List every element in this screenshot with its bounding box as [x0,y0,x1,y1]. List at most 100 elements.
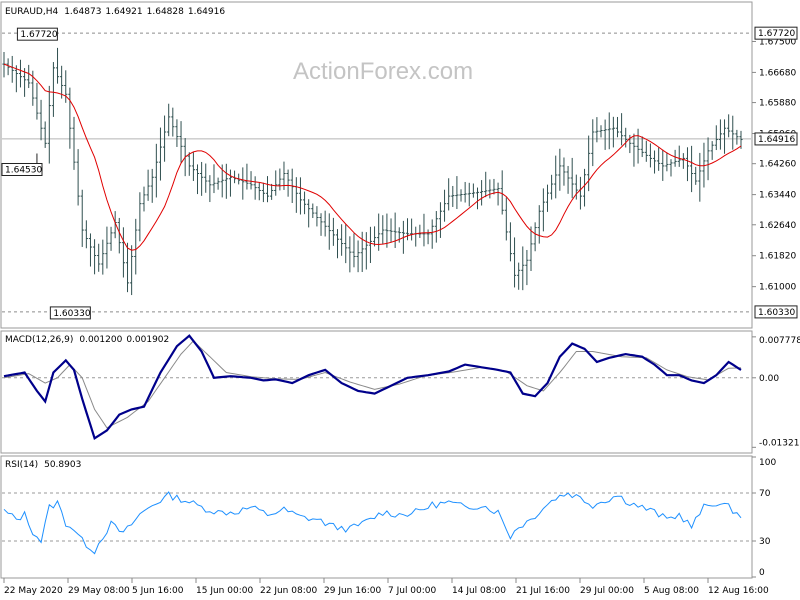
current-price-tag-text: 1.64916 [758,135,795,145]
ohlc-bar [488,179,492,199]
time-tick-label: 5 Jun 16:00 [132,586,184,596]
macd-axis: 0.007778 0.00 -0.01321 [752,336,800,448]
price-tick-label: 1.61000 [759,283,796,293]
ohlc-bar [438,202,443,238]
ohlc-bar [134,218,138,275]
ohlc-bar [101,239,105,275]
ohlc-bar [574,174,578,200]
rsi-tick-label: 70 [759,489,771,499]
ohlc-bar [171,107,175,137]
ohlc-bar [706,137,710,181]
ohlc-bar [418,224,422,238]
ohlc-bar [389,218,393,243]
ohlc-bar [558,148,562,191]
time-tick-label: 5 Aug 08:00 [644,586,699,596]
ohlc-bar [265,176,270,203]
ohlc-bar [253,176,257,200]
ohlc-bar [257,182,261,201]
ohlc-bar [496,182,500,206]
ohlc-bar [35,82,39,120]
rsi-panel: RSI(14) 50.8903 100 70 30 0 [0,455,776,579]
high-level-tag-box [754,26,798,40]
current-price-tag-box [754,132,798,146]
ohlc-bar [245,163,249,190]
ohlc-bar [735,129,739,145]
ohlc-bar [739,130,743,149]
ohlc-bar [68,87,72,149]
ohlc-bar [619,113,624,146]
ohlc-bar [381,215,385,245]
watermark-text: ActionForex.com [293,58,473,85]
time-tick-label: 22 May 2020 [4,586,63,596]
ohlc-bar [640,136,644,158]
ohlc-bar [681,153,685,169]
ohlc-bar [508,222,513,262]
price-tick-label: 1.67500 [759,37,796,47]
ohlc-bar [195,164,200,195]
time-tick-label: 21 Jul 16:00 [516,586,570,596]
ohlc-bar [327,213,331,250]
time-tick-label: 12 Aug 16:00 [708,586,769,596]
ohlc-bar [652,150,657,174]
ohlc-bar [187,152,191,176]
ohlc-bar [302,191,307,215]
ohlc-bar [665,152,669,172]
ohlc-bar [615,116,620,138]
time-axis: 22 May 2020 29 May 08:00 5 Jun 16:00 15 Jun… [3,578,769,596]
ohlc-bar [286,169,290,197]
moving-average-line [3,63,742,251]
ohlc-bar [434,211,438,243]
ohlc-bar [130,245,134,296]
ohlc-bar [529,226,533,272]
ohlc-bar [76,149,80,206]
ohlc-bar [554,155,558,199]
ohlc-bar [471,183,475,198]
ohlc-bar [204,163,208,193]
ohlc-bar [175,119,179,147]
header-value: 0.001902 [126,335,169,345]
ohlc-bar [731,115,735,150]
ohlc-bar [599,125,603,138]
ohlc-bar [661,149,665,181]
ohlc-bar [685,147,690,182]
macd-title: MACD(12,26,9) [5,335,73,345]
ohlc-bar [47,85,51,164]
ohlc-bar [344,224,348,264]
ohlc-bar [80,189,84,247]
rsi-axis: 100 70 30 0 [752,456,776,578]
ohlc-bar [340,224,344,256]
ohlc-bar [718,119,723,150]
price-title: EURAUD,H4 [5,7,58,17]
ohlc-bar [18,59,23,88]
low-level-tag: 1.60330 [754,305,798,319]
header-value: 1.64916 [188,7,225,17]
ohlc-bar [636,128,640,164]
ohlc-bar [492,178,496,195]
macd-lines [3,334,742,440]
ohlc-bar [179,121,183,163]
ohlc-bar [545,184,550,212]
rsi-series-line [3,491,742,555]
ohlc-bar [162,115,167,162]
ohlc-bar [212,164,216,194]
rsi-title: RSI(14) [5,460,38,470]
ohlc-bar [146,169,150,201]
ohlc-bar [311,203,315,219]
ohlc-bar [55,47,60,84]
ohlc-bar [430,219,434,249]
ohlc-bar [191,152,195,181]
high-level-tag: 1.67720 [754,26,798,40]
price-axis: 1.675001.666801.658801.650601.642601.634… [752,26,798,319]
ohlc-bar [451,185,455,207]
macd-tick-label: -0.01321 [759,438,799,448]
ohlc-bar [582,168,587,207]
high-level-tag-text: 1.67720 [758,29,795,39]
time-tick-label: 15 Jun 00:00 [196,586,253,596]
ohlc-bar [200,161,204,196]
rsi-line [3,491,742,555]
ohlc-bar [689,145,694,193]
macd-main-line [3,334,742,440]
ohlc-bar [150,168,154,203]
ohlc-bar [92,239,97,275]
